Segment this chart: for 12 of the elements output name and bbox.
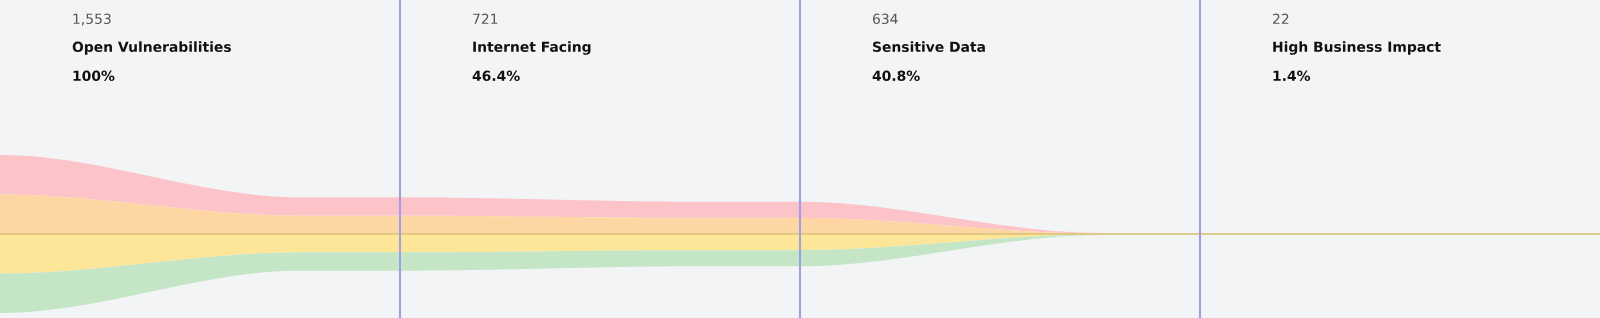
category-label: Sensitive Data (873, 41, 985, 53)
text: 40.8% (872, 70, 920, 82)
text: 100% (73, 70, 115, 82)
category-label: Open Vulnerabilities (72, 41, 231, 55)
data-label: 1,553 (73, 13, 111, 26)
category-label: High Business Impact (1273, 41, 1441, 55)
data-label: 634 (872, 13, 898, 25)
text: 46.4% (472, 70, 520, 82)
text: 1.4% (1273, 70, 1311, 82)
data-label: 721 (473, 13, 498, 24)
data-label: 22 (1273, 13, 1289, 24)
category-label: Internet Facing (473, 41, 591, 55)
